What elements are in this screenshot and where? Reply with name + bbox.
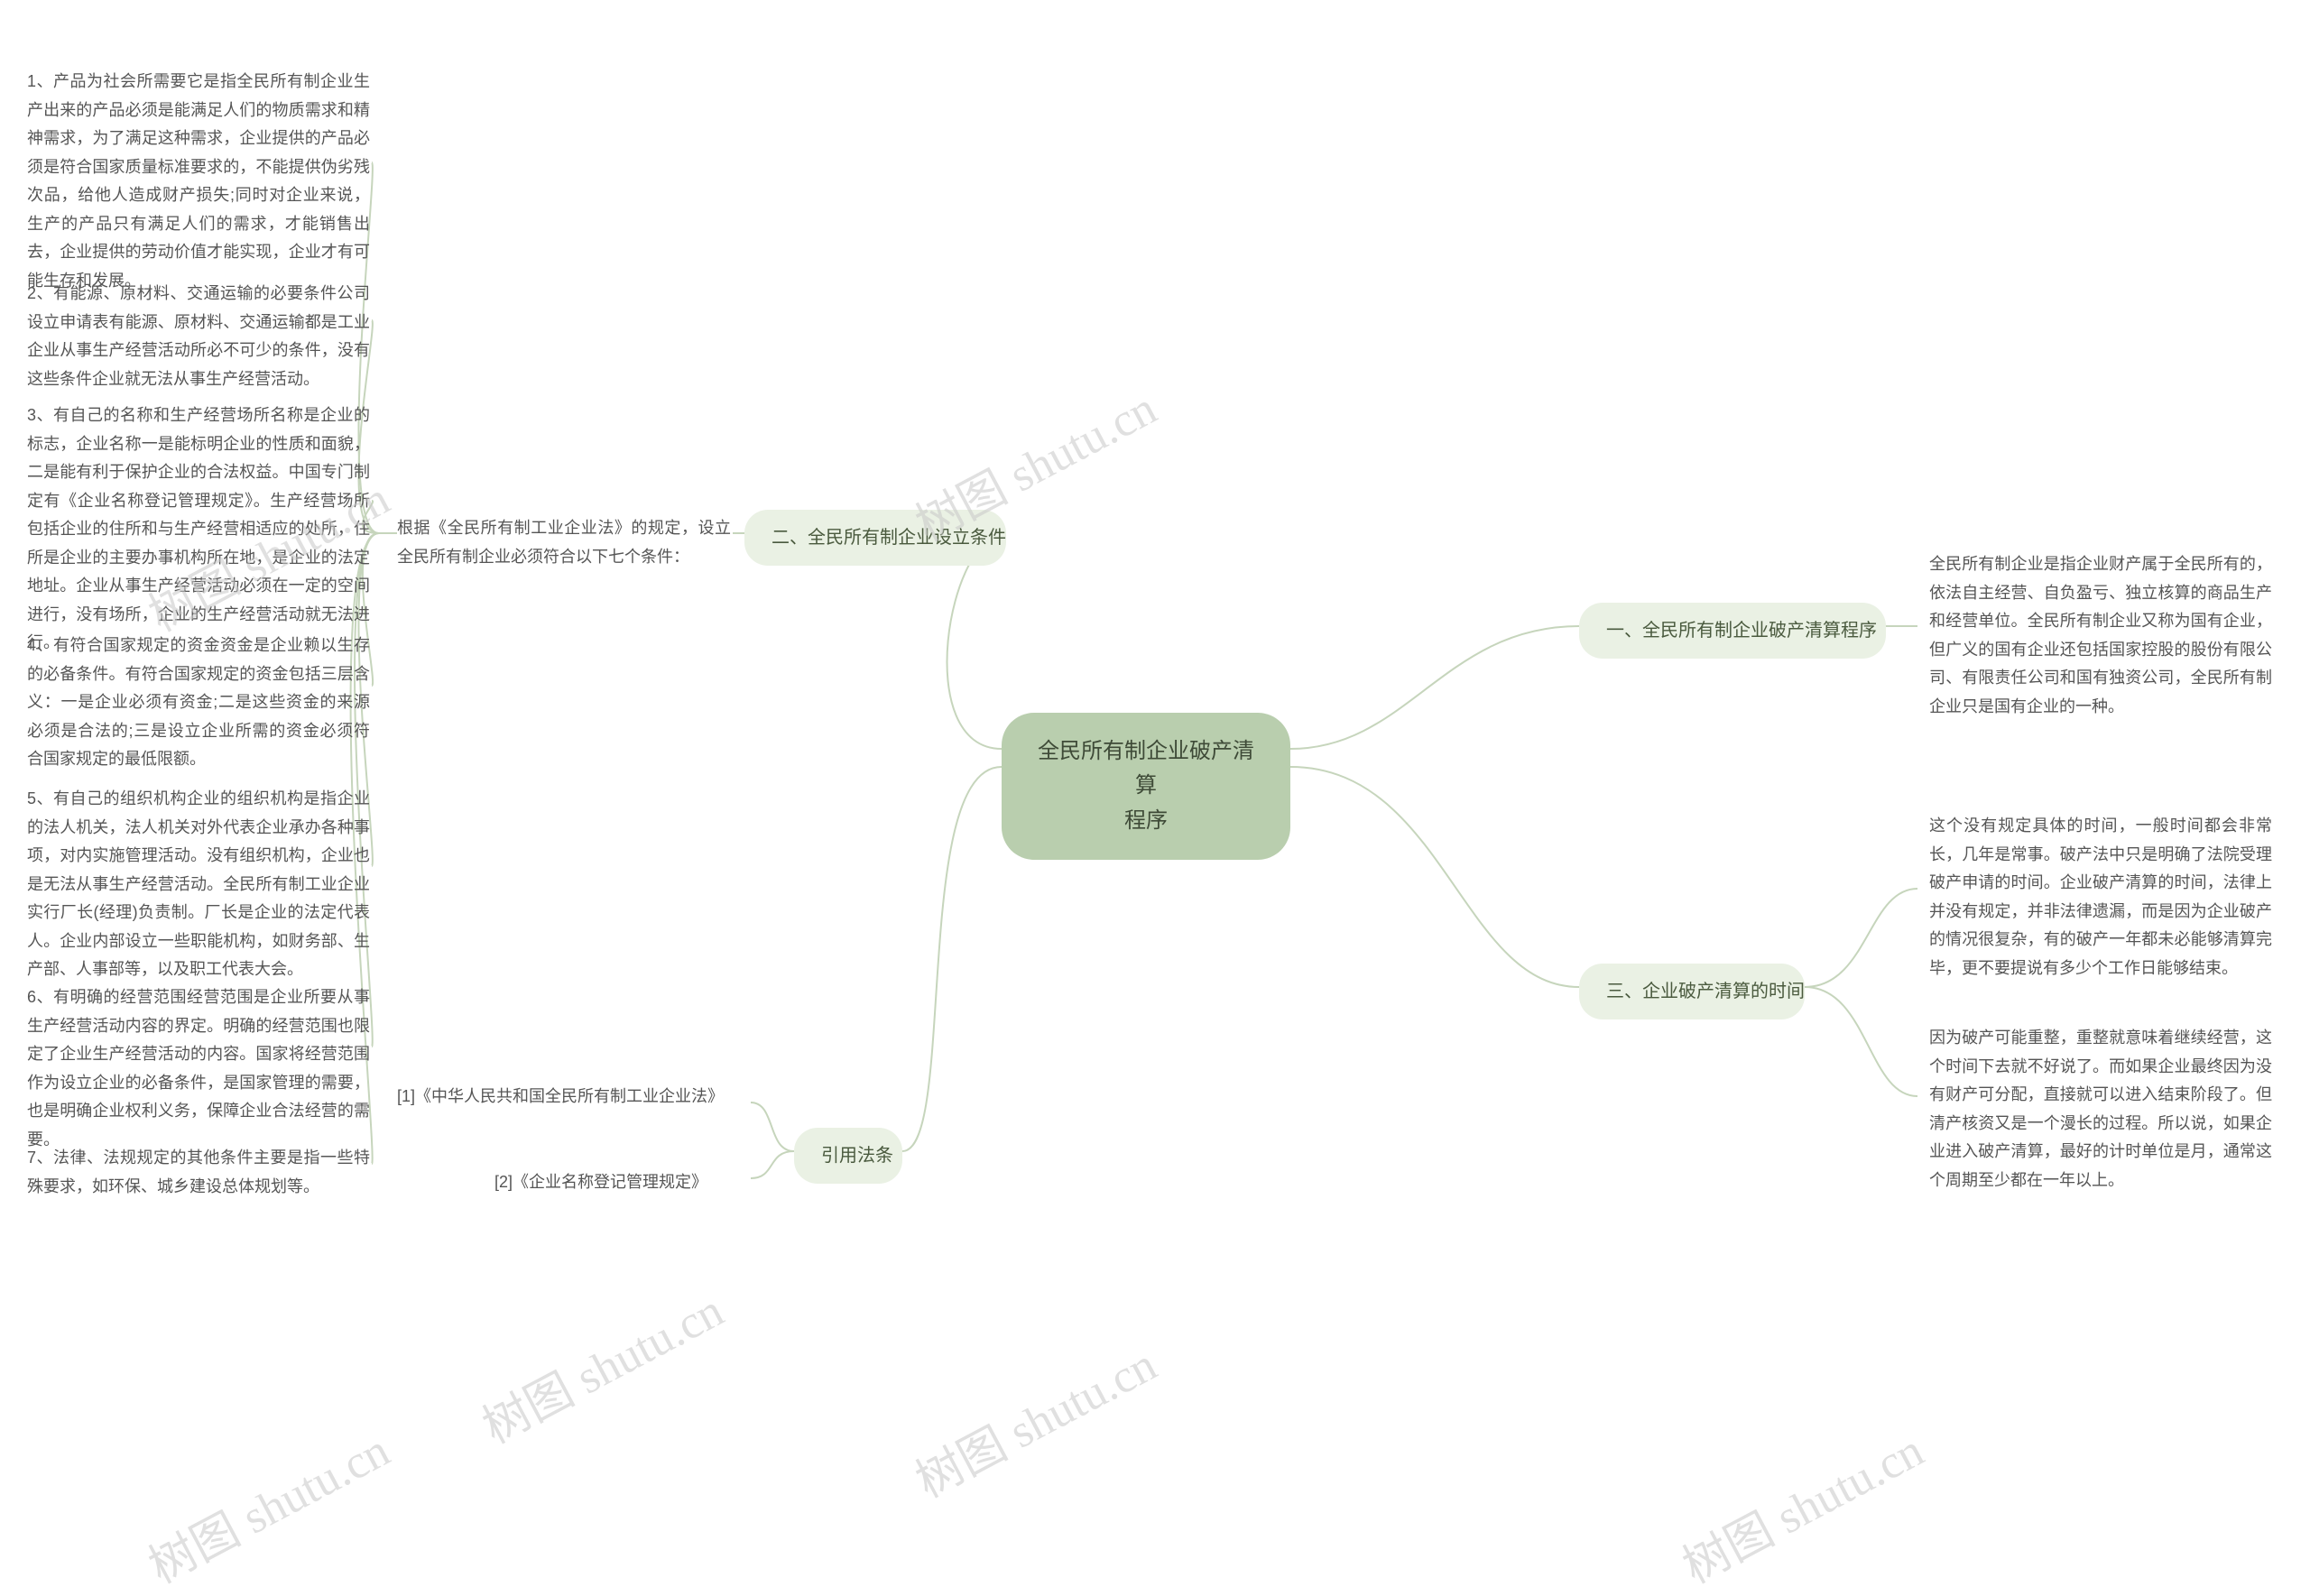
left2-item-0: [1]《中华人民共和国全民所有制工业企业法》 (397, 1083, 749, 1112)
left1-item-1: 2、有能源、原材料、交通运输的必要条件公司设立申请表有能源、原材料、交通运输都是… (27, 280, 370, 393)
watermark: 树图 shutu.cn (134, 1413, 399, 1596)
left1-item-5: 6、有明确的经营范围经营范围是企业所要从事生产经营活动内容的界定。明确的经营范围… (27, 983, 370, 1154)
branch-right-2: 三、企业破产清算的时间 (1579, 964, 1805, 1019)
left1-item-4: 5、有自己的组织机构企业的组织机构是指企业的法人机关，法人机关对外代表企业承办各… (27, 785, 370, 984)
center-line2: 程序 (1038, 804, 1254, 838)
left1-item-6: 7、法律、法规规定的其他条件主要是指一些特殊要求，如环保、城乡建设总体规划等。 (27, 1144, 370, 1201)
center-node: 全民所有制企业破产清算 程序 (1002, 713, 1290, 860)
branch-left-2: 引用法条 (794, 1128, 902, 1184)
mindmap-canvas: 全民所有制企业破产清算 程序 一、全民所有制企业破产清算程序 全民所有制企业是指… (0, 0, 2310, 1453)
right2-detail-1: 因为破产可能重整，重整就意味着继续经营，这个时间下去就不好说了。而如果企业最终因… (1929, 1024, 2272, 1195)
left2-item-1: [2]《企业名称登记管理规定》 (494, 1168, 747, 1197)
right1-detail: 全民所有制企业是指企业财产属于全民所有的，依法自主经营、自负盈亏、独立核算的商品… (1929, 550, 2272, 721)
watermark: 树图 shutu.cn (468, 1273, 733, 1456)
watermark: 树图 shutu.cn (1668, 1413, 1933, 1596)
watermark: 树图 shutu.cn (901, 1327, 1166, 1510)
branch-left-1: 二、全民所有制企业设立条件 (744, 510, 1006, 566)
center-line1: 全民所有制企业破产清算 (1038, 734, 1254, 804)
left1-intro: 根据《全民所有制工业企业法》的规定，设立全民所有制企业必须符合以下七个条件： (397, 514, 731, 571)
left1-item-0: 1、产品为社会所需要它是指全民所有制企业生产出来的产品必须是能满足人们的物质需求… (27, 68, 370, 295)
branch-right-1: 一、全民所有制企业破产清算程序 (1579, 603, 1886, 659)
left1-item-3: 4、有符合国家规定的资金资金是企业赖以生存的必备条件。有符合国家规定的资金包括三… (27, 632, 370, 774)
left1-item-2: 3、有自己的名称和生产经营场所名称是企业的标志，企业名称一是能标明企业的性质和面… (27, 401, 370, 658)
right2-detail-0: 这个没有规定具体的时间，一般时间都会非常长，几年是常事。破产法中只是明确了法院受… (1929, 812, 2272, 983)
